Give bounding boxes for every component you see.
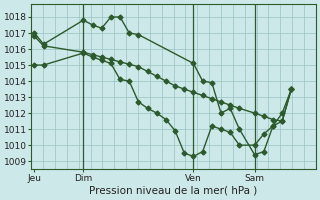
X-axis label: Pression niveau de la mer( hPa ): Pression niveau de la mer( hPa ) [90, 186, 258, 196]
